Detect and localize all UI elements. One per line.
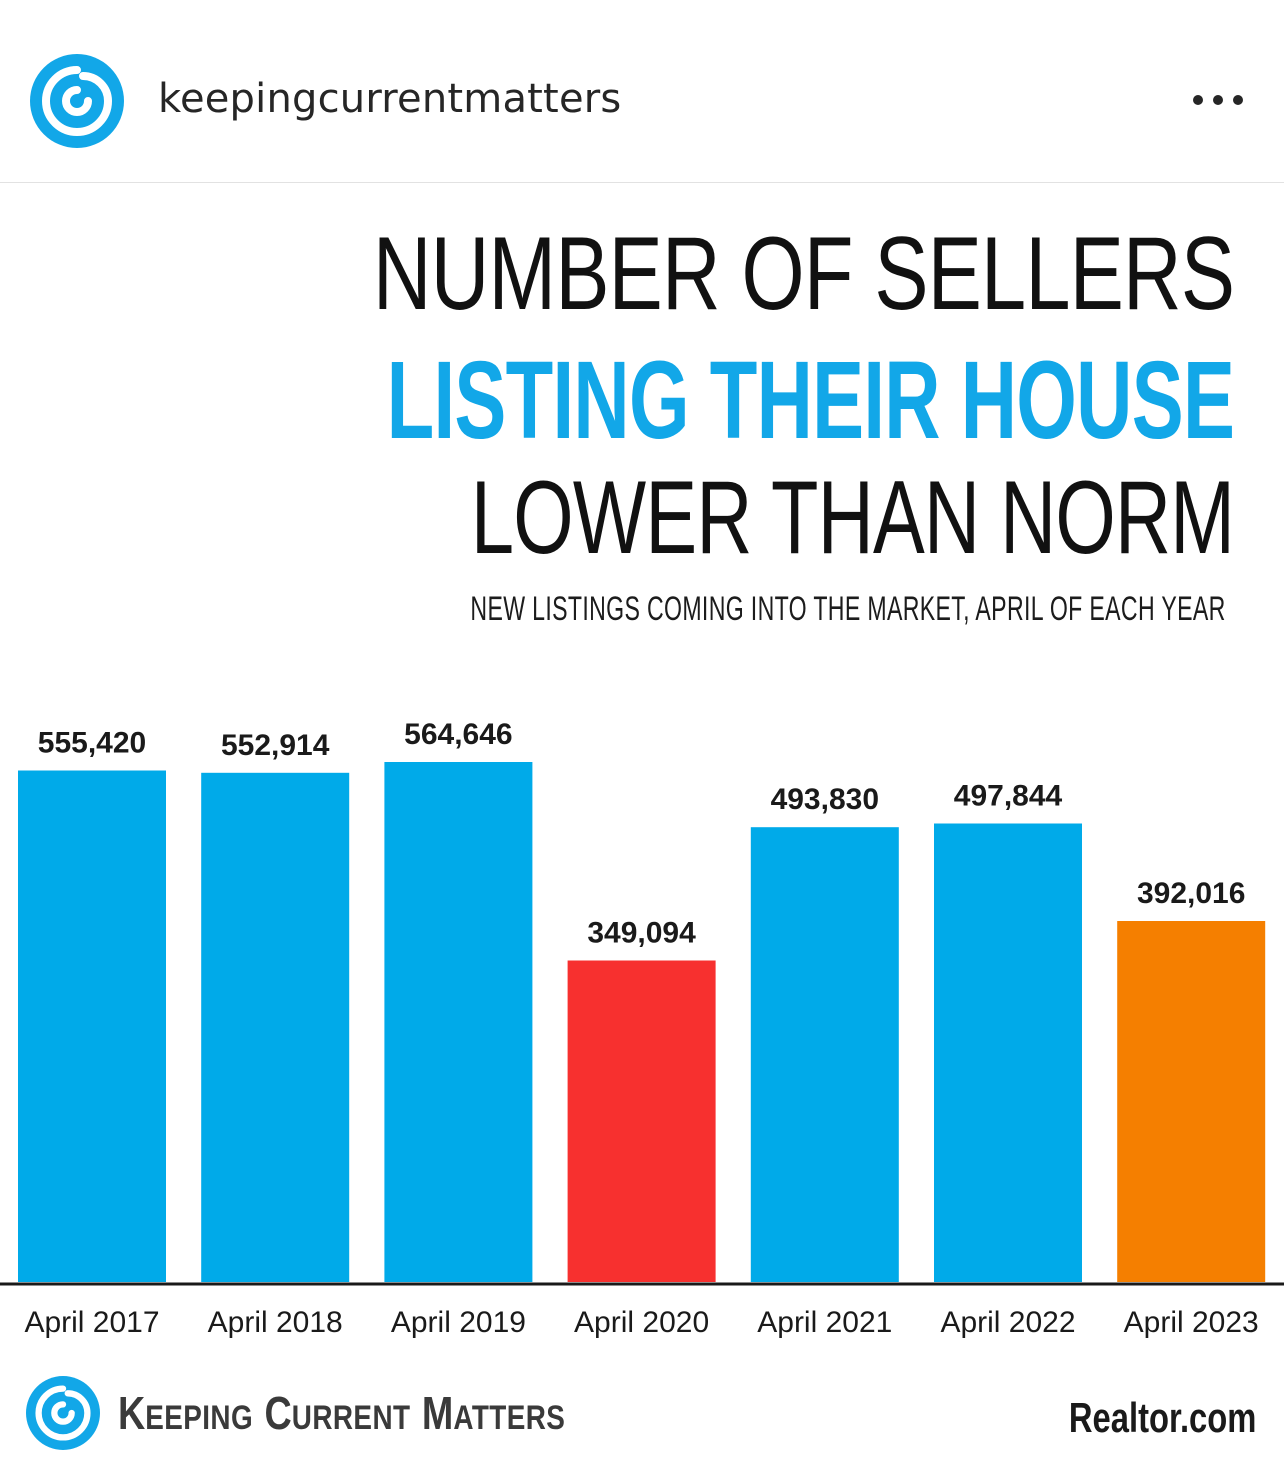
- bar-april-2022: [934, 823, 1082, 1282]
- post-header: keepingcurrentmatters: [0, 0, 1284, 183]
- value-label: 349,094: [587, 917, 696, 950]
- bar-april-2020: [567, 960, 716, 1282]
- avatar[interactable]: [30, 54, 124, 148]
- bar-group: 555,420 552,914 564,646 349,094 493,830 497,8…: [18, 718, 1266, 1282]
- bar-chart: 555,420 552,914 564,646 349,094 493,830 497,8…: [0, 718, 1284, 1339]
- kcm-footer-logo-icon: [26, 1376, 100, 1450]
- category-label-group: April 2017 April 2018 April 2019 April 2020…: [24, 1306, 1258, 1339]
- brand-atters: ATTERS: [453, 1399, 566, 1437]
- bar-april-2018: [201, 772, 350, 1282]
- headline-line-2: LISTING THEIR HOUSE: [386, 339, 1234, 462]
- category-label: April 2020: [574, 1306, 709, 1339]
- bar-april-2017: [18, 770, 166, 1282]
- category-label: April 2019: [391, 1306, 526, 1339]
- more-options-button[interactable]: [1186, 84, 1250, 116]
- category-label: April 2018: [208, 1306, 343, 1339]
- value-label: 552,914: [221, 729, 330, 762]
- kcm-swirl-logo-icon: [30, 54, 124, 148]
- brand-c: C: [264, 1387, 292, 1439]
- category-label: April 2017: [24, 1306, 159, 1339]
- brand-k: K: [118, 1387, 146, 1439]
- data-source: Realtor.com: [1068, 1394, 1256, 1441]
- headline-line-1: NUMBER OF SELLERS: [372, 216, 1235, 332]
- value-label: 564,646: [404, 718, 512, 751]
- category-label: April 2021: [757, 1306, 892, 1339]
- post-username[interactable]: keepingcurrentmatters: [158, 76, 622, 122]
- category-label: April 2022: [940, 1306, 1075, 1339]
- brand-urrent: URRENT: [291, 1399, 411, 1437]
- bar-april-2023: [1117, 921, 1266, 1282]
- value-label: 392,016: [1137, 877, 1245, 910]
- headline-line-3: LOWER THAN NORM: [470, 460, 1235, 576]
- category-label: April 2023: [1124, 1306, 1259, 1339]
- value-label: 555,420: [38, 727, 146, 760]
- value-label: 497,844: [954, 780, 1063, 813]
- bar-april-2021: [750, 827, 899, 1282]
- chart-subtitle: NEW LISTINGS COMING INTO THE MARKET, APR…: [470, 590, 1226, 628]
- brand-wordmark: K EEPING C URRENT M ATTERS: [118, 1386, 565, 1446]
- more-options-icon: [1193, 95, 1243, 105]
- bar-april-2019: [384, 762, 533, 1282]
- brand-m: M: [421, 1387, 454, 1439]
- brand-eeping: EEPING: [145, 1399, 254, 1437]
- value-label: 493,830: [771, 783, 879, 816]
